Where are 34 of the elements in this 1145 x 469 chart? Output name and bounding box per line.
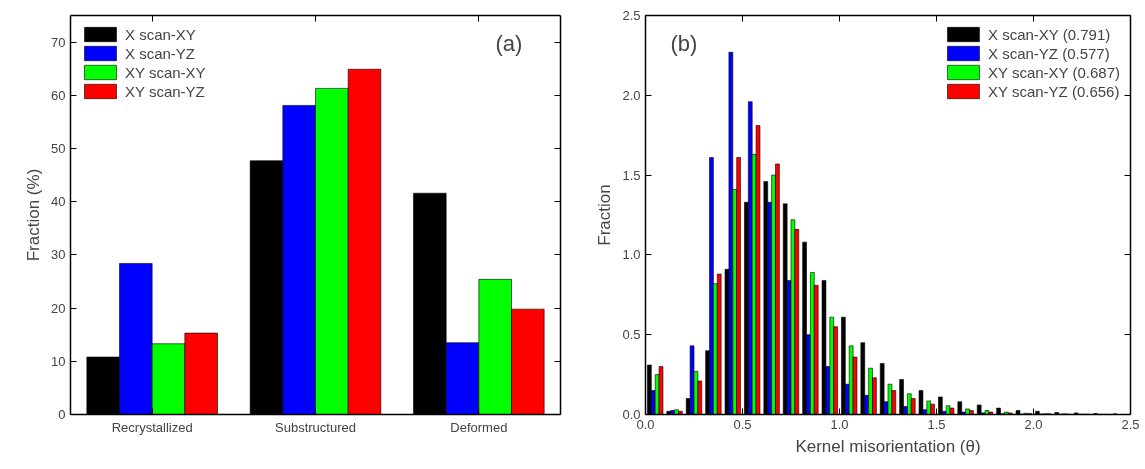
y-tick-label: 0.5 [622,327,641,343]
annotation: (b) [670,30,698,56]
x-axis-title: Kernel misorientation (θ) [795,436,981,456]
x-tick-label: Recrystallized [111,419,193,435]
legend-label: XY scan-YZ [125,82,205,100]
y-tick-label: 1.5 [622,167,641,183]
y-tick-label: 30 [51,247,66,263]
legend-label: X scan-YZ [125,44,196,62]
y-tick-label: 20 [51,300,66,316]
y-tick-label: 70 [51,34,66,50]
x-tick-label: Deformed [450,419,508,435]
y-tick-label: 2.5 [622,8,641,23]
y-tick-label: 1.0 [622,247,641,263]
x-tick-label: Substructured [275,419,356,435]
y-axis-title: Fraction [595,184,615,246]
y-axis-title: Fraction (%) [24,168,44,262]
annotation: (a) [495,30,523,56]
y-tick-label: 40 [51,194,66,210]
x-tick-label: 0.5 [733,416,752,432]
y-tick-label: 0 [58,407,66,422]
legend-label: XY scan-YZ (0.656) [987,82,1120,100]
x-tick-label: 1.0 [830,416,849,432]
x-tick-label: 1.5 [927,416,946,432]
y-tick-label: 10 [51,353,66,369]
legend-label: XY scan-XY [125,63,206,81]
x-tick-label: 2.0 [1024,416,1043,432]
legend-label: X scan-XY (0.791) [987,25,1111,43]
legend-label: X scan-YZ (0.577) [987,44,1110,62]
y-tick-label: 2.0 [622,87,641,103]
x-tick-label: 2.5 [1121,416,1140,432]
y-tick-label: 50 [51,141,66,156]
legend-label: XY scan-XY (0.687) [987,63,1120,81]
y-tick-label: 60 [51,87,66,103]
legend-label: X scan-XY [125,25,196,43]
